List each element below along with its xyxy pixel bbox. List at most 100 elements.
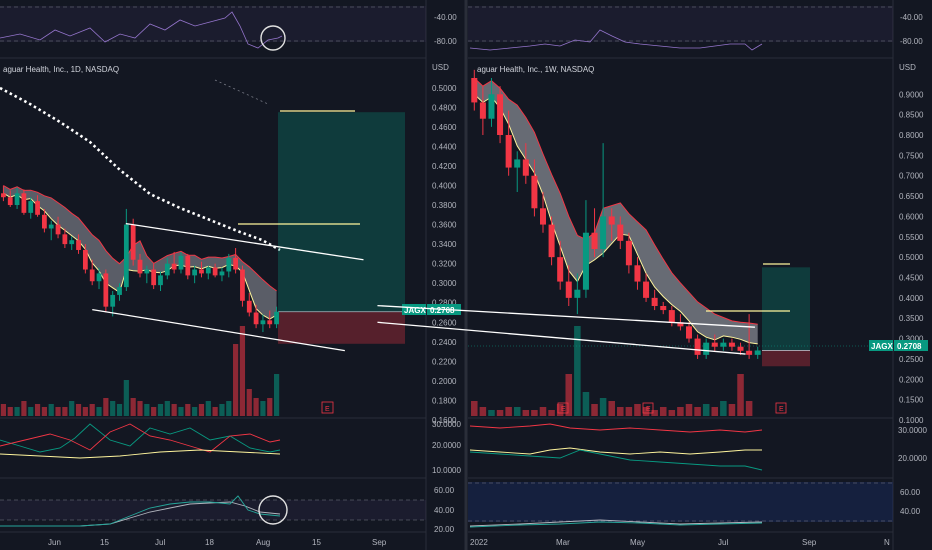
right-candle-body — [711, 342, 718, 347]
left-candle-body — [233, 257, 238, 270]
left-volume-bar — [96, 407, 102, 416]
right-earnings-marker[interactable] — [775, 402, 787, 414]
left-candle-body — [55, 224, 61, 235]
left-volume-bar — [82, 407, 88, 416]
left-candle-body — [76, 240, 81, 250]
left-candle-body — [137, 259, 143, 274]
right-trendline[interactable] — [377, 304, 755, 328]
right-price-tick: 0.6000 — [899, 212, 924, 221]
right-trendlines[interactable] — [377, 304, 755, 355]
right-volume-bar — [574, 326, 581, 416]
right-volume-bar — [685, 404, 693, 416]
left-price-axis[interactable]: 0.5000 0.4800 0.4600 0.4400 0.4200 0.4000 0.38… — [432, 84, 457, 425]
left-price-tick: 0.4800 — [432, 103, 457, 112]
left-osc-signal-line — [0, 495, 281, 527]
right-price-tick: 0.8000 — [899, 131, 924, 140]
right-time-axis[interactable]: 2022 Mar May Jul Sep N — [470, 538, 890, 547]
left-long-position-tool[interactable] — [278, 112, 405, 344]
left-volume-bar — [233, 344, 239, 416]
right-rsi-tick: -80.00 — [900, 37, 923, 46]
left-candles — [1, 185, 279, 333]
left-ticker-badge — [402, 304, 426, 315]
right-earnings-label: E — [561, 406, 566, 413]
left-ticker-label: JAGX — [404, 306, 426, 315]
right-volume-bar — [737, 374, 744, 416]
right-volume-bar — [677, 407, 684, 416]
right-candle-body — [677, 322, 684, 327]
left-price-tick: 0.1800 — [432, 396, 457, 405]
right-volume-bar — [488, 410, 495, 416]
right-loss-zone[interactable] — [762, 350, 810, 367]
left-osc-tick: 40.00 — [434, 506, 455, 515]
left-candle-body — [28, 201, 34, 213]
left-candle-body — [274, 311, 279, 325]
right-volume-bar — [668, 410, 676, 416]
left-volume-bar — [89, 404, 95, 416]
right-long-position-tool[interactable] — [762, 267, 810, 367]
left-volume-bar — [212, 407, 218, 416]
right-volume-bar — [720, 401, 727, 416]
left-earnings-marker[interactable] — [321, 401, 334, 414]
right-adx-tick: 20.0000 — [898, 454, 927, 463]
right-profit-zone[interactable] — [762, 267, 810, 351]
left-osc-tick: 20.00 — [434, 525, 455, 534]
right-earnings-label: E — [779, 406, 784, 413]
left-time-label: Aug — [256, 538, 270, 547]
left-volume-bar — [151, 407, 157, 416]
left-volume-bar — [178, 407, 184, 416]
left-trendline[interactable] — [125, 222, 364, 261]
left-trendline[interactable] — [92, 308, 345, 352]
right-price-axis[interactable]: 0.9000 0.8500 0.8000 0.7500 0.7000 0.6500 0.60… — [899, 90, 924, 425]
right-candle-body — [617, 224, 624, 241]
left-price-tick: 0.2600 — [432, 318, 457, 327]
right-chart-title: aguar Health, Inc., 1W, NASDAQ — [477, 65, 594, 74]
left-candle-body — [117, 287, 122, 295]
left-profit-zone[interactable] — [278, 112, 405, 312]
left-volume-bar — [239, 326, 246, 416]
left-candle-body — [219, 271, 225, 276]
right-earnings-markers[interactable]: E E E — [557, 402, 787, 414]
right-candle-body — [651, 297, 658, 306]
left-candle-body — [130, 224, 136, 260]
right-adx-plus-di-line — [469, 449, 763, 471]
right-last-price-badge — [894, 340, 928, 351]
right-chart-pane[interactable]: -40.00 -80.00 aguar Health, Inc., 1W, NA… — [377, 0, 928, 550]
left-time-label: Jul — [155, 538, 165, 547]
right-volume-bar — [531, 410, 538, 416]
left-volume-bar — [260, 401, 266, 416]
left-candle-body — [21, 193, 27, 213]
right-price-unit: USD — [899, 63, 916, 72]
left-osc-band — [0, 500, 426, 520]
right-price-tick: 0.5500 — [899, 233, 924, 242]
right-time-label: 2022 — [470, 538, 488, 547]
right-volume-bar — [617, 407, 624, 416]
left-trendlines[interactable] — [92, 222, 364, 352]
left-candle-body — [82, 249, 88, 270]
right-time-label: Jul — [718, 538, 728, 547]
left-price-tick: 0.4400 — [432, 142, 457, 151]
right-price-tick: 0.4000 — [899, 294, 924, 303]
left-volume-bar — [110, 401, 116, 416]
right-price-tick: 0.1500 — [899, 396, 924, 405]
right-earnings-marker[interactable] — [642, 402, 654, 414]
right-trendline[interactable] — [377, 321, 746, 355]
left-candle-body — [178, 255, 184, 270]
right-candle-body — [728, 342, 735, 347]
right-volume-bar — [694, 407, 701, 416]
right-price-tick: 0.4500 — [899, 274, 924, 283]
left-volume-bar — [103, 398, 109, 416]
left-loss-zone[interactable] — [278, 311, 405, 344]
left-rsi-line — [0, 11, 283, 49]
left-candle-body — [260, 320, 266, 325]
left-candle-body — [7, 197, 13, 206]
right-candle-body — [505, 135, 512, 168]
right-rsi-line — [469, 29, 763, 51]
right-earnings-marker[interactable] — [557, 402, 569, 414]
left-ribbon-fill — [3, 185, 277, 319]
left-volume-bar — [14, 407, 20, 416]
left-chart-pane[interactable]: -40.00 -80.00 aguar Health, Inc., 1D, NA… — [0, 0, 461, 550]
right-price-tick: 0.2000 — [899, 375, 924, 384]
left-price-tick: 0.2200 — [432, 357, 457, 366]
left-adx-plus-di-line — [0, 423, 281, 453]
left-time-axis[interactable]: Jun 15 Jul 18 Aug 15 Sep — [48, 538, 387, 547]
